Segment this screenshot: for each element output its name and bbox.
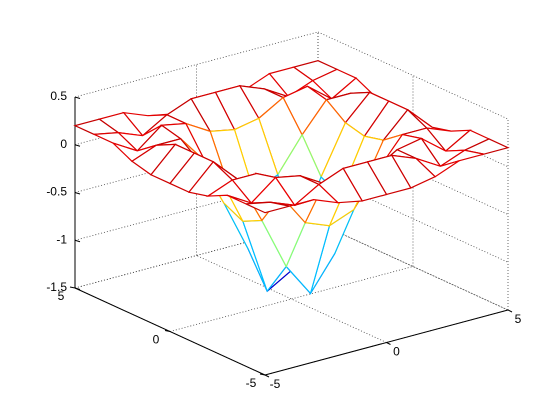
- z-tick-label: 0.5: [50, 89, 67, 103]
- y-tick: [164, 330, 171, 332]
- y-tick-label: 0: [153, 333, 160, 347]
- grid-line: [169, 266, 414, 332]
- z-tick: [74, 287, 81, 290]
- grid-line: [317, 222, 509, 311]
- x-tick: [264, 374, 270, 378]
- x-tick-label: 0: [393, 345, 400, 359]
- z-tick: [74, 144, 81, 147]
- z-tick-label: -1: [56, 232, 67, 246]
- z-tick: [74, 192, 81, 195]
- z-tick-label: 0: [60, 137, 67, 151]
- grid-line: [317, 127, 509, 215]
- z-tick-label: -0.5: [46, 185, 67, 199]
- z-tick: [74, 96, 81, 99]
- y-tick-label: 5: [58, 289, 65, 303]
- mesh-cell: [245, 201, 290, 214]
- y-tick-label: -5: [246, 376, 257, 390]
- grid-line: [196, 255, 387, 343]
- x-tick-label: -5: [270, 377, 281, 391]
- z-tick-label: -1.5: [46, 280, 67, 294]
- y-tick: [259, 373, 266, 376]
- grid-line: [317, 222, 509, 311]
- grid-line: [317, 174, 509, 263]
- z-tick: [74, 239, 81, 243]
- x-tick: [386, 342, 391, 345]
- grid-line: [317, 31, 509, 120]
- x-tick-label: 5: [515, 312, 522, 326]
- y-tick: [69, 286, 76, 289]
- x-tick: [507, 309, 513, 313]
